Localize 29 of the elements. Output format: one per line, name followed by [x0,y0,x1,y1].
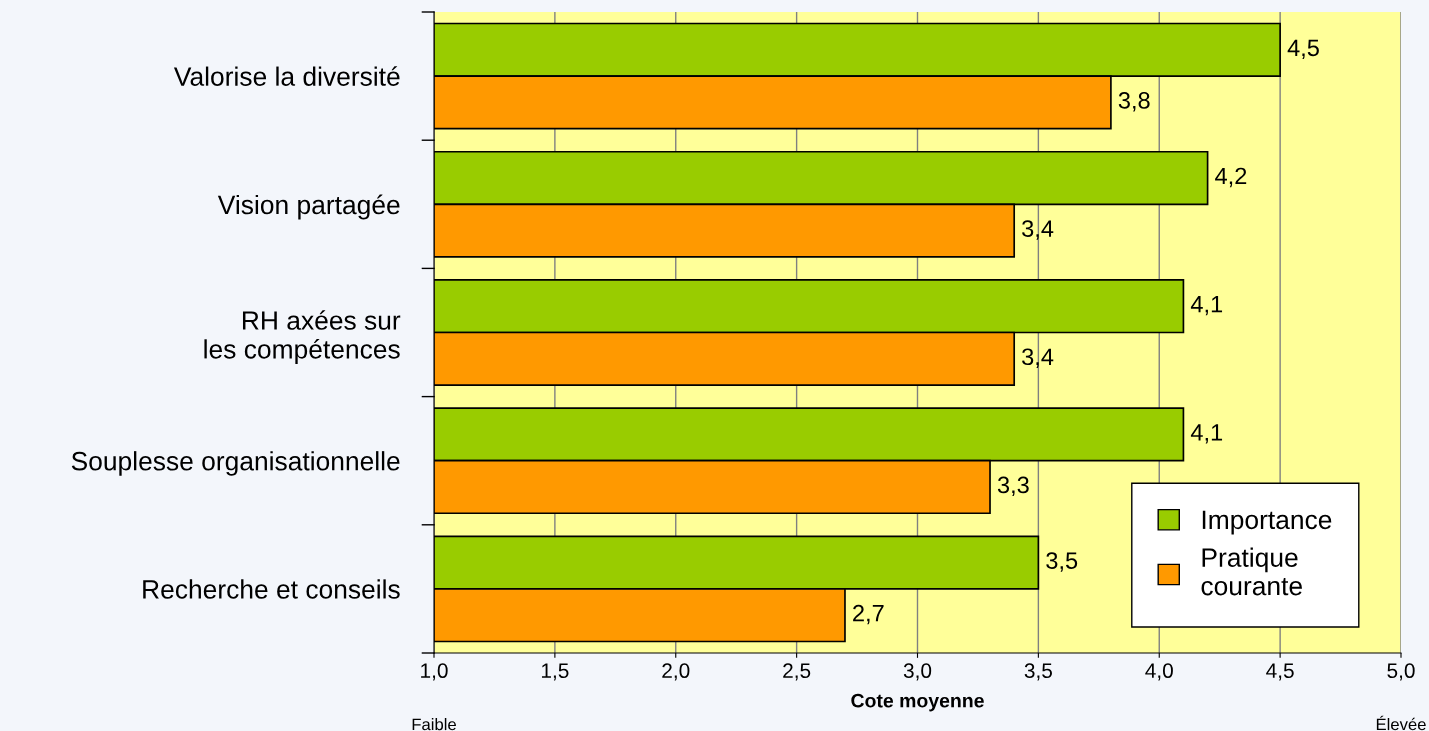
y-tick-label: Recherche et conseils [143,579,400,599]
text: Élevée [1376,715,1426,731]
y-tick-label: RH axées sur les compétences [204,310,401,364]
data-label: 3,5 [1046,552,1078,572]
x-tick-label: 1,5 [541,663,569,681]
data-label: 3,3 [997,476,1029,497]
x-tick-label: 2,5 [783,663,811,681]
x-tick-label: 3,5 [1024,663,1052,681]
text: Faible [412,718,456,731]
x-tick-label: 2,0 [662,663,690,681]
legend-label: Pratique courante [1201,547,1302,596]
data-label: 3,4 [1022,348,1054,368]
x-axis-title: Cote moyenne [851,693,984,712]
legend-label: Importance [1202,510,1332,535]
data-label: 4,5 [1287,39,1319,59]
x-tick-label: 4,0 [1145,663,1173,681]
x-tick-label: 5,0 [1387,663,1415,681]
x-tick-label: 1,0 [421,663,448,681]
x-tick-label: 3,0 [903,663,932,681]
y-tick-label: Vision partagée [217,194,400,220]
data-label: 4,1 [1190,424,1223,444]
y-tick-label: Souplesse organisationnelle [71,451,400,476]
data-label: 4,2 [1215,167,1247,188]
data-label: 4,1 [1190,296,1223,316]
y-tick-label: Valorise la diversité [173,66,400,86]
data-label: 2,7 [853,604,884,625]
x-tick-label: 4,5 [1266,663,1294,681]
data-label: 3,4 [1022,220,1054,240]
data-label: 3,8 [1118,92,1150,112]
